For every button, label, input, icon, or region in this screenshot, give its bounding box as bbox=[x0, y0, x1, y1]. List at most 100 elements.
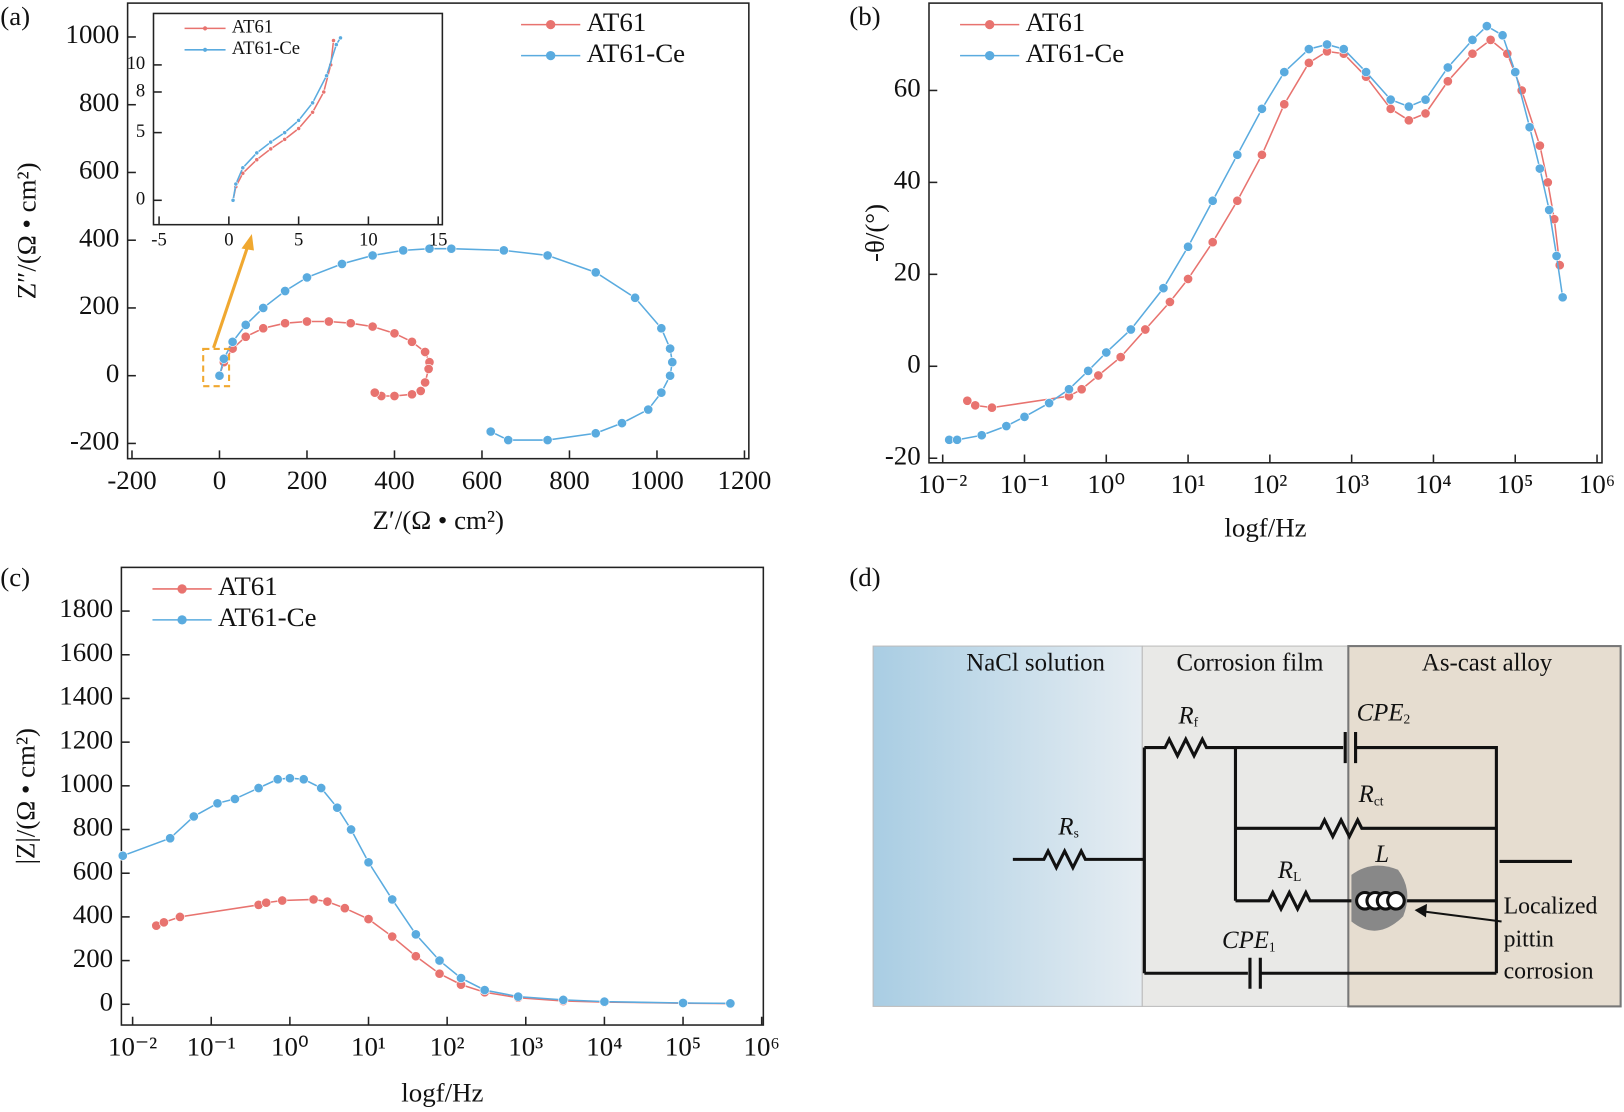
marker bbox=[233, 181, 239, 187]
marker bbox=[1442, 62, 1453, 73]
marker bbox=[1403, 115, 1414, 126]
marker bbox=[1232, 195, 1243, 206]
marker bbox=[261, 897, 272, 908]
marker bbox=[1279, 99, 1290, 110]
marker bbox=[1481, 21, 1492, 32]
marker bbox=[1385, 103, 1396, 114]
y-tick-label: 200 bbox=[73, 943, 113, 973]
x-tick-label: 200 bbox=[287, 465, 327, 495]
marker bbox=[590, 428, 601, 439]
legend-label: AT61 bbox=[1025, 7, 1085, 37]
component-label: Rs bbox=[1057, 813, 1078, 841]
marker bbox=[345, 318, 356, 329]
panel-label: (c) bbox=[0, 562, 30, 592]
capacitor-plates bbox=[1248, 732, 1358, 989]
marker bbox=[678, 997, 689, 1008]
marker bbox=[1544, 205, 1555, 215]
x-tick-label: 10⁻² bbox=[918, 469, 967, 499]
marker bbox=[1279, 67, 1290, 78]
subscript: 2 bbox=[1404, 712, 1411, 727]
marker bbox=[617, 418, 627, 429]
annotation: Localized bbox=[1504, 893, 1598, 919]
panel-label: (b) bbox=[849, 1, 880, 31]
marker bbox=[1101, 347, 1112, 358]
y-tick-label: 8 bbox=[136, 80, 145, 101]
marker bbox=[338, 35, 343, 41]
marker bbox=[1076, 384, 1087, 395]
marker bbox=[1551, 250, 1562, 261]
marker bbox=[310, 109, 315, 115]
marker bbox=[420, 377, 431, 388]
component-label: L bbox=[1374, 841, 1389, 868]
marker bbox=[331, 38, 336, 43]
marker bbox=[656, 323, 667, 334]
x-tick-label: 10³ bbox=[508, 1031, 543, 1061]
marker bbox=[1044, 398, 1055, 409]
x-tick-label: 1000 bbox=[630, 465, 684, 495]
marker bbox=[599, 996, 610, 1007]
symbol: R bbox=[1057, 813, 1073, 840]
subscript: ct bbox=[1374, 794, 1384, 809]
marker bbox=[367, 321, 378, 332]
marker bbox=[188, 811, 199, 822]
marker bbox=[970, 400, 981, 411]
marker bbox=[321, 89, 327, 95]
marker bbox=[1338, 44, 1349, 55]
marker bbox=[1303, 57, 1314, 68]
marker bbox=[1256, 103, 1267, 114]
y-tick-label: 1800 bbox=[59, 593, 113, 623]
x-tick-label: 400 bbox=[374, 465, 414, 495]
marker bbox=[258, 302, 269, 313]
x-tick-label: 10⁵ bbox=[665, 1031, 701, 1061]
region-label: NaCl solution bbox=[966, 649, 1105, 676]
x-tick-label: 10⁻² bbox=[108, 1031, 157, 1061]
marker bbox=[407, 389, 417, 400]
y-axis-label: |Z|/(Ω • cm²) bbox=[10, 728, 40, 864]
marker bbox=[434, 955, 445, 966]
marker bbox=[1549, 214, 1560, 225]
marker bbox=[1361, 67, 1372, 78]
marker bbox=[363, 857, 374, 868]
y-tick-label: 400 bbox=[73, 899, 113, 929]
legend-marker bbox=[177, 615, 187, 625]
legend-label: AT61 bbox=[218, 571, 278, 601]
legend-label: AT61 bbox=[232, 17, 273, 38]
marker bbox=[240, 331, 251, 342]
y-tick-label: 1600 bbox=[59, 637, 113, 667]
symbol: CPE bbox=[1357, 699, 1404, 726]
marker bbox=[230, 197, 236, 203]
marker bbox=[117, 850, 128, 861]
marker bbox=[337, 258, 347, 269]
x-axis-label: Z′/(Ω • cm²) bbox=[372, 505, 504, 535]
region-film bbox=[1141, 645, 1349, 1007]
marker bbox=[415, 385, 426, 396]
marker bbox=[1207, 237, 1218, 248]
y-tick-label: 600 bbox=[79, 155, 119, 185]
marker bbox=[1467, 48, 1478, 59]
panel-label: (d) bbox=[849, 562, 880, 592]
marker bbox=[174, 911, 185, 922]
marker bbox=[346, 824, 357, 835]
marker bbox=[513, 991, 524, 1002]
subscript: s bbox=[1074, 826, 1079, 841]
marker bbox=[542, 250, 553, 261]
legend-marker bbox=[985, 19, 995, 30]
y-tick-label: 200 bbox=[79, 290, 119, 320]
marker bbox=[387, 931, 398, 942]
marker bbox=[254, 150, 260, 156]
zoom-arrow bbox=[212, 242, 251, 349]
marker bbox=[952, 434, 963, 445]
marker bbox=[298, 774, 309, 785]
inductor bbox=[1355, 890, 1406, 911]
y-tick-label: 1000 bbox=[59, 768, 113, 798]
marker bbox=[1183, 241, 1194, 252]
marker bbox=[456, 973, 466, 984]
x-tick-label: 10⁶ bbox=[744, 1031, 780, 1061]
legend-label: AT61 bbox=[586, 7, 646, 37]
marker bbox=[268, 139, 274, 145]
region-nacl bbox=[872, 645, 1143, 1007]
x-tick-label: 0 bbox=[213, 465, 226, 495]
marker bbox=[296, 118, 302, 123]
marker bbox=[214, 370, 225, 381]
